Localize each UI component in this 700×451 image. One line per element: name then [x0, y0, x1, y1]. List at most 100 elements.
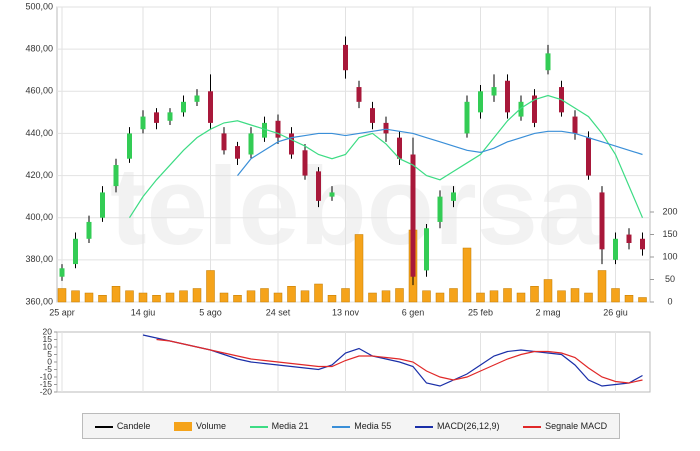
y2-tick-label: 200 [662, 206, 677, 216]
y-tick-label: -10 [40, 371, 53, 381]
candle-body [464, 101, 470, 134]
candle-body [478, 91, 483, 113]
candle-body [289, 133, 294, 155]
candle-body [100, 192, 105, 218]
candle-body [397, 137, 402, 159]
y-tick-label: 360,00 [25, 296, 53, 306]
legend: Candele Volume Media 21 Media 55 MACD(26,12,… [82, 413, 620, 439]
y-tick-label: 5 [47, 349, 52, 359]
volume-bar [516, 292, 526, 303]
y-tick-label: -5 [44, 364, 52, 374]
candle-body [140, 116, 146, 130]
y2-tick-label: 50 [665, 274, 675, 284]
volume-bar [260, 288, 269, 303]
candle-body [424, 228, 429, 271]
legend-item: Volume [173, 421, 226, 432]
volume-bar [273, 292, 283, 303]
volume-bar [246, 290, 256, 303]
candle-body [113, 165, 119, 187]
volume-bar [638, 297, 647, 303]
candle-body [248, 133, 254, 155]
legend-swatch [249, 425, 268, 428]
candle-body [154, 112, 159, 123]
legend-item: Media 55 [332, 421, 391, 431]
candle-body [194, 95, 200, 102]
y-tick-label: 400,00 [25, 212, 53, 222]
volume-bar [233, 295, 242, 303]
volume-bar [314, 283, 323, 303]
volume-bar [422, 290, 431, 303]
y-tick-label: 480,00 [25, 44, 53, 54]
y-tick-label: 440,00 [25, 128, 53, 138]
volume-bar [98, 295, 107, 303]
x-tick-label: 2 mag [535, 307, 560, 317]
legend-label: Media 55 [354, 421, 392, 431]
y-tick-label: 460,00 [25, 86, 53, 96]
legend-label: Media 21 [271, 421, 309, 431]
candle-body [167, 112, 173, 121]
volume-bar [179, 290, 188, 303]
y-tick-label: -15 [40, 379, 53, 389]
x-tick-label: 5 ago [199, 307, 222, 317]
candle-body [410, 154, 416, 277]
volume-bar [570, 288, 580, 303]
volume-bar [489, 290, 499, 303]
volume-bar [503, 288, 512, 303]
x-tick-label: 24 set [266, 307, 291, 317]
y-tick-label: 15 [43, 334, 53, 344]
volume-bar [165, 292, 175, 303]
candle-body [86, 221, 92, 239]
candle-body [437, 196, 443, 222]
volume-bar [435, 292, 445, 303]
legend-swatch [332, 425, 351, 428]
line-series [156, 338, 643, 384]
y2-tick-label: 100 [662, 251, 677, 261]
candle-body [302, 150, 308, 176]
candle-body [586, 137, 591, 176]
volume-bar [462, 247, 472, 303]
volume-bar [611, 288, 620, 303]
candle-body [572, 116, 578, 134]
x-tick-label: 25 feb [468, 307, 493, 317]
y-tick-label: 380,00 [25, 254, 53, 264]
y-tick-label: 500,00 [25, 1, 53, 11]
volume-bar [125, 290, 134, 303]
legend-label: MACD(26,12,9) [436, 421, 500, 431]
volume-bar [57, 288, 67, 303]
x-tick-label: 26 giu [603, 307, 628, 317]
legend-swatch [94, 425, 113, 428]
legend-item: Media 21 [249, 421, 309, 431]
line-series [237, 128, 643, 176]
volume-bar [557, 290, 566, 303]
candle-body [451, 192, 456, 201]
volume-bar [597, 270, 607, 303]
candle-body [127, 133, 132, 159]
legend-label: Candele [116, 421, 151, 431]
x-tick-label: 13 nov [332, 307, 360, 317]
candle-body [208, 91, 213, 123]
legend-label: Segnale MACD [545, 421, 608, 431]
candle-body [640, 238, 645, 250]
volume-bar [341, 288, 350, 303]
candle-body [329, 192, 335, 197]
volume-bar [152, 295, 161, 303]
candle-body [235, 146, 240, 159]
volume-bar [543, 279, 553, 303]
x-tick-label: 6 gen [402, 307, 425, 317]
legend-item: Segnale MACD [523, 421, 607, 431]
candle-body [59, 268, 65, 277]
volume-bar [449, 288, 458, 303]
candle-body [626, 234, 632, 243]
candle-body [343, 44, 348, 71]
candle-body [221, 133, 227, 151]
y2-tick-label: 0 [667, 296, 672, 306]
volume-bar [84, 292, 94, 303]
legend-item: MACD(26,12,9) [414, 421, 500, 431]
y-tick-label: 0 [47, 356, 52, 366]
y2-tick-label: 150 [662, 229, 677, 239]
candle-body [356, 87, 362, 102]
volume-bar [624, 295, 634, 303]
x-tick-label: 14 giu [131, 307, 156, 317]
volume-bar [219, 292, 229, 303]
candle-body [316, 171, 321, 201]
